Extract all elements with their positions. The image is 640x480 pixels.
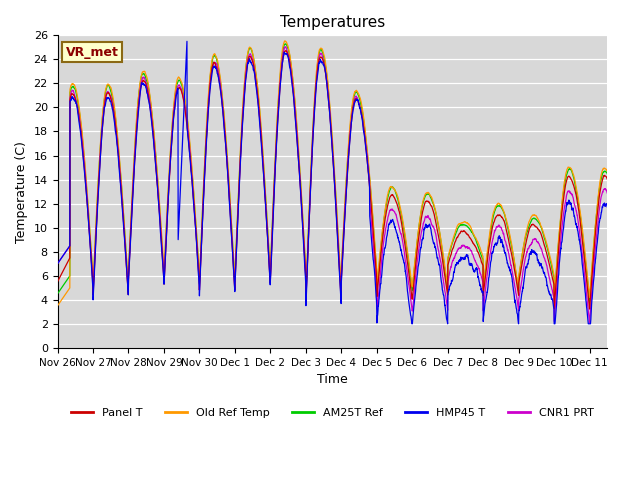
Y-axis label: Temperature (C): Temperature (C) (15, 141, 28, 242)
X-axis label: Time: Time (317, 373, 348, 386)
Title: Temperatures: Temperatures (280, 15, 385, 30)
Text: VR_met: VR_met (66, 46, 118, 59)
Legend: Panel T, Old Ref Temp, AM25T Ref, HMP45 T, CNR1 PRT: Panel T, Old Ref Temp, AM25T Ref, HMP45 … (67, 403, 598, 422)
